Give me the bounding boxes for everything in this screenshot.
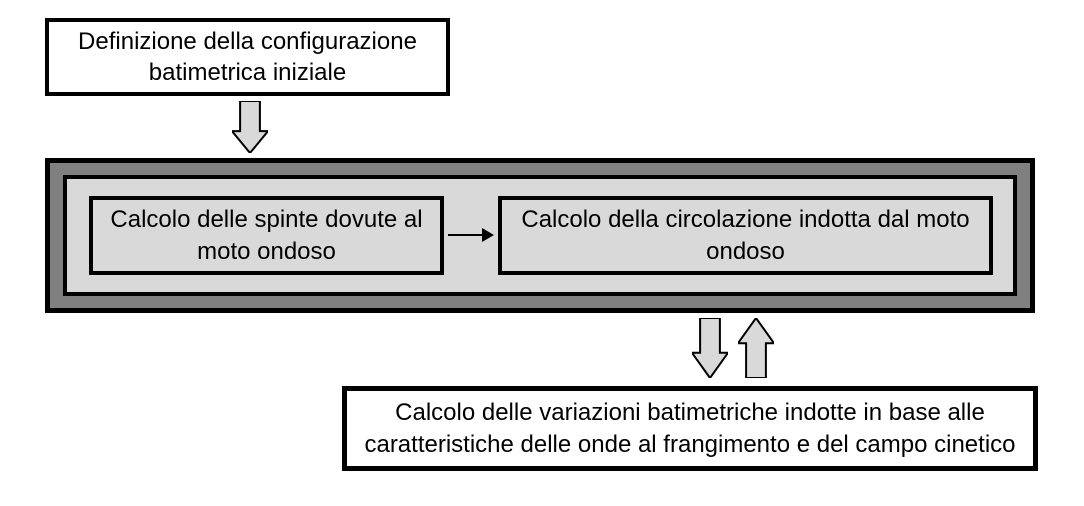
- node-top-label: Definizione della configurazione batimet…: [63, 26, 432, 88]
- node-mid_right-label: Calcolo della circolazione indotta dal m…: [516, 204, 975, 266]
- node-mid_left-label: Calcolo delle spinte dovute al moto ondo…: [107, 204, 426, 266]
- arrow-mid-to-bottom: [692, 318, 728, 378]
- node-mid_left: Calcolo delle spinte dovute al moto ondo…: [89, 196, 444, 275]
- node-bottom: Calcolo delle variazioni batimetriche in…: [342, 386, 1038, 471]
- arrow-bottom-to-mid: [738, 318, 774, 378]
- arrow-left-to-right: [448, 225, 494, 245]
- node-bottom-label: Calcolo delle variazioni batimetriche in…: [361, 397, 1019, 459]
- node-mid_right: Calcolo della circolazione indotta dal m…: [498, 196, 993, 275]
- flowchart-canvas: Definizione della configurazione batimet…: [0, 0, 1084, 506]
- arrow-top-to-mid: [232, 101, 268, 153]
- node-top: Definizione della configurazione batimet…: [45, 18, 450, 96]
